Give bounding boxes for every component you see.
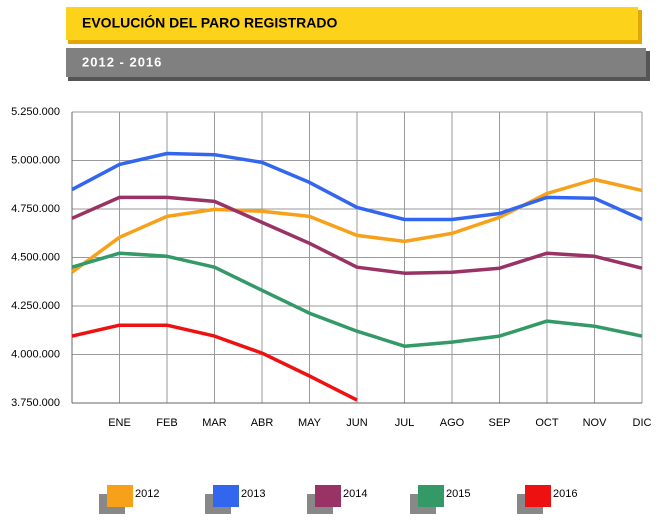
y-tick-label: 4.500.000 — [11, 251, 60, 263]
y-tick-label: 5.000.000 — [11, 154, 60, 166]
chart-subtitle: 2012 - 2016 — [82, 54, 162, 69]
legend-swatch — [315, 485, 341, 507]
chart-title: EVOLUCIÓN DEL PARO REGISTRADO — [82, 14, 338, 31]
legend-label: 2016 — [553, 488, 577, 500]
series-line — [70, 177, 643, 274]
x-tick-label: ABR — [251, 417, 274, 429]
x-tick-label: NOV — [583, 417, 608, 429]
y-tick-label: 4.250.000 — [11, 300, 60, 312]
x-tick-label: JUN — [346, 417, 367, 429]
x-tick-label: JUL — [395, 417, 415, 429]
legend-swatch — [418, 485, 444, 507]
x-tick-label: OCT — [535, 417, 559, 429]
y-tick-label: 4.000.000 — [11, 348, 60, 360]
x-tick-label: AGO — [440, 417, 465, 429]
series-line — [71, 251, 643, 348]
legend-label: 2015 — [446, 488, 470, 500]
x-tick-label: FEB — [156, 417, 177, 429]
y-tick-label: 3.750.000 — [11, 397, 60, 409]
legend-swatch — [107, 485, 133, 507]
legend-swatch — [525, 485, 551, 507]
legend-label: 2014 — [343, 488, 367, 500]
x-tick-label: MAR — [202, 417, 227, 429]
subtitle-bar — [66, 48, 646, 77]
x-tick-label: SEP — [488, 417, 510, 429]
series-line — [71, 323, 358, 402]
legend-label: 2012 — [135, 488, 159, 500]
x-tick-label: MAY — [298, 417, 322, 429]
series-line — [71, 195, 643, 275]
y-tick-label: 4.750.000 — [11, 203, 60, 215]
legend-swatch — [213, 485, 239, 507]
legend-label: 2013 — [241, 488, 265, 500]
series-line — [71, 151, 643, 222]
y-tick-label: 5.250.000 — [11, 106, 60, 118]
x-tick-label: DIC — [633, 417, 652, 429]
x-tick-label: ENE — [108, 417, 131, 429]
title-bar — [66, 7, 638, 40]
